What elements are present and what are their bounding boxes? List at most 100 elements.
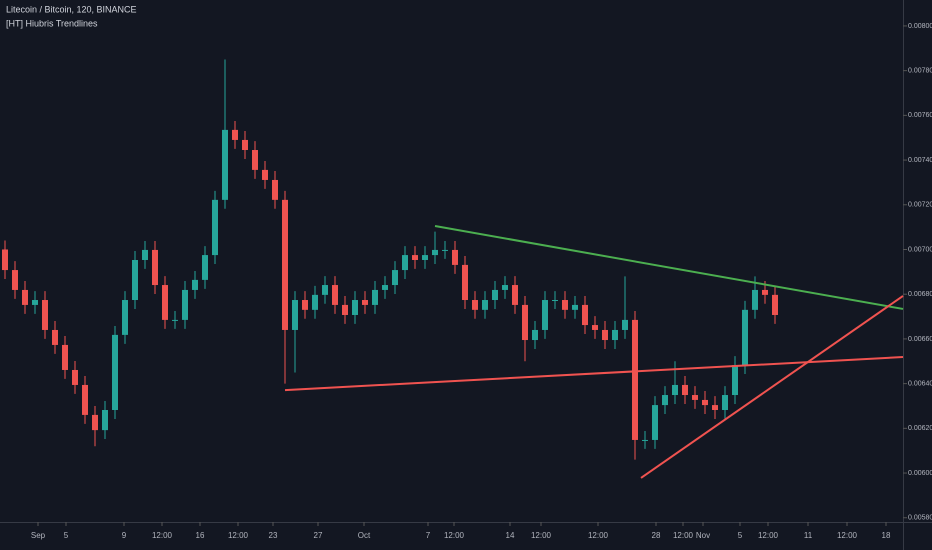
candle-body — [82, 384, 88, 415]
candle-body — [122, 300, 128, 335]
candle-body — [742, 309, 748, 366]
candle-body — [52, 329, 58, 345]
candle-body — [562, 300, 568, 310]
candle-body — [542, 300, 548, 330]
x-tick-label: 12:00 — [758, 531, 779, 540]
trendline — [434, 225, 904, 310]
candle-body — [252, 150, 258, 170]
x-tick-label: 23 — [269, 531, 278, 540]
candle-body — [32, 300, 38, 305]
trendline — [284, 356, 904, 392]
candle-body — [462, 264, 468, 301]
chart-title: Litecoin / Bitcoin, 120, BINANCE — [6, 4, 137, 14]
candle-body — [682, 384, 688, 396]
x-tick-label: 12:00 — [152, 531, 173, 540]
y-tick-label: 0.008000 — [908, 23, 932, 30]
candle-body — [662, 395, 668, 406]
candle-body — [442, 249, 448, 251]
candle-body — [712, 405, 718, 410]
candle-body — [222, 129, 228, 200]
candle-body — [62, 344, 68, 370]
candle-body — [572, 304, 578, 310]
candle-body — [762, 289, 768, 295]
candle-body — [192, 279, 198, 290]
x-tick-label: 5 — [738, 531, 743, 540]
candle-body — [512, 285, 518, 305]
candle-body — [602, 329, 608, 341]
candle-body — [722, 395, 728, 410]
candle-body — [292, 300, 298, 330]
candle-body — [532, 329, 538, 341]
candle-body — [102, 409, 108, 431]
candle-body — [412, 255, 418, 260]
x-tick-label: 7 — [426, 531, 431, 540]
candle-body — [582, 304, 588, 326]
candle-body — [612, 329, 618, 341]
candle-body — [482, 300, 488, 310]
candle-body — [522, 304, 528, 341]
candle-body — [182, 289, 188, 320]
candle-body — [282, 199, 288, 330]
candle-body — [492, 289, 498, 301]
candle-body — [692, 395, 698, 400]
candle-body — [402, 255, 408, 271]
x-tick-label: Sep — [31, 531, 46, 540]
x-tick-label: Nov — [696, 531, 710, 540]
candle-body — [132, 259, 138, 301]
candle-body — [622, 319, 628, 330]
x-tick-label: 5 — [64, 531, 69, 540]
candle-body — [232, 129, 238, 140]
candle-body — [202, 255, 208, 280]
candle-body — [1, 249, 8, 271]
candle-body — [152, 249, 158, 286]
candle-body — [772, 294, 778, 315]
candle-body — [652, 405, 658, 440]
x-tick-label: 9 — [122, 531, 127, 540]
candle-body — [262, 169, 268, 180]
candle-body — [552, 300, 558, 302]
candle-body — [42, 300, 48, 330]
x-tick-label: 11 — [804, 531, 813, 540]
candle-body — [112, 334, 118, 410]
candle-body — [332, 285, 338, 305]
trendline — [640, 295, 904, 479]
x-tick-label: 27 — [314, 531, 323, 540]
x-tick-label: 18 — [882, 531, 891, 540]
candle-body — [452, 249, 458, 265]
x-tick-label: 12:00 — [837, 531, 858, 540]
indicator-name: [HT] Hiubris Trendlines — [6, 18, 98, 28]
candle-body — [242, 139, 248, 151]
candle-body — [142, 249, 148, 260]
candle-body — [22, 289, 28, 305]
candle-body — [302, 300, 308, 310]
candle-body — [642, 439, 648, 441]
candle-body — [322, 285, 328, 295]
x-tick-label: Oct — [358, 531, 371, 540]
x-tick-label: 12:00 — [444, 531, 465, 540]
candle-body — [592, 325, 598, 330]
candle-body — [362, 300, 368, 305]
x-tick-label: 12:00 — [673, 531, 694, 540]
candle-body — [752, 289, 758, 310]
x-tick-label: 12:00 — [531, 531, 552, 540]
candle-body — [632, 319, 638, 440]
candle-body — [432, 249, 438, 256]
candle-body — [672, 384, 678, 396]
candle-body — [342, 304, 348, 315]
candle-body — [392, 270, 398, 286]
candle-body — [702, 399, 708, 406]
candle-body — [312, 294, 318, 310]
x-tick-label: 14 — [506, 531, 515, 540]
